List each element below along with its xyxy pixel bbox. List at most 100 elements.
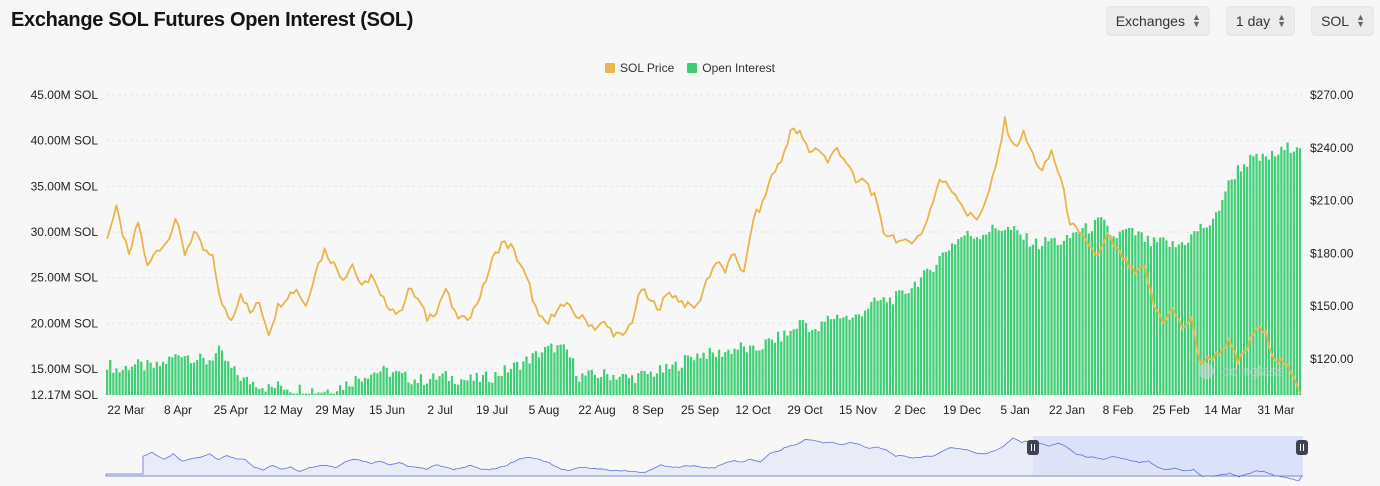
- open-interest-bar: [773, 342, 777, 395]
- open-interest-bar: [1118, 231, 1121, 395]
- left-axis-tick: 12.17M SOL: [31, 388, 99, 402]
- open-interest-bar: [898, 290, 901, 395]
- open-interest-bar: [544, 347, 547, 395]
- open-interest-bar: [165, 364, 168, 395]
- open-interest-bar: [516, 361, 519, 395]
- open-interest-bar: [376, 373, 379, 395]
- legend-item-open-interest[interactable]: Open Interest: [687, 61, 775, 75]
- open-interest-bar: [1109, 235, 1112, 395]
- x-axis-tick: 12 Oct: [735, 403, 771, 417]
- open-interest-bar: [1252, 156, 1255, 395]
- open-interest-bar: [714, 356, 718, 395]
- open-interest-bar: [910, 288, 913, 395]
- left-axis-tick: 35.00M SOL: [31, 179, 99, 193]
- open-interest-bar: [363, 377, 367, 395]
- open-interest-bar: [472, 380, 475, 395]
- x-axis-tick: 29 Oct: [787, 403, 823, 417]
- open-interest-bar: [1112, 236, 1115, 395]
- open-interest-bar: [370, 374, 373, 395]
- open-interest-bar: [509, 368, 513, 395]
- open-interest-bar: [1149, 246, 1153, 395]
- open-interest-bar: [891, 304, 895, 395]
- open-interest-bar: [258, 389, 261, 395]
- open-interest-bar: [730, 354, 733, 395]
- open-interest-bar: [270, 386, 273, 395]
- open-interest-bar: [1087, 233, 1090, 395]
- open-interest-bar: [817, 331, 820, 395]
- open-interest-bar: [916, 286, 920, 395]
- open-interest-bar: [1162, 237, 1165, 395]
- open-interest-bar: [202, 357, 205, 395]
- open-interest-bar: [1246, 166, 1249, 395]
- open-interest-bar: [919, 277, 923, 395]
- open-interest-bar: [1236, 165, 1239, 395]
- open-interest-bar: [1230, 179, 1233, 395]
- open-interest-bar: [1174, 247, 1177, 395]
- open-interest-bar: [907, 293, 910, 395]
- open-interest-bar: [292, 393, 295, 395]
- open-interest-bar: [677, 370, 680, 395]
- legend-item-price[interactable]: SOL Price: [605, 61, 674, 75]
- open-interest-bar: [699, 358, 702, 395]
- open-interest-bar: [950, 243, 954, 395]
- open-interest-bar: [814, 329, 817, 395]
- open-interest-bar: [279, 385, 283, 395]
- open-interest-bar: [870, 301, 873, 395]
- open-interest-bar: [137, 359, 140, 395]
- open-interest-bar: [161, 361, 165, 395]
- legend-swatch-open-interest: [687, 63, 698, 73]
- open-interest-bar: [357, 378, 360, 395]
- open-interest-bar: [733, 348, 736, 395]
- open-interest-bar: [1233, 179, 1236, 395]
- open-interest-bar: [721, 356, 724, 395]
- navigator-handle-right[interactable]: [1296, 440, 1308, 455]
- open-interest-bar: [416, 383, 419, 395]
- open-interest-bar: [553, 352, 556, 395]
- open-interest-bar: [311, 388, 314, 395]
- open-interest-bar: [158, 366, 162, 395]
- open-interest-bar: [140, 361, 143, 395]
- open-interest-bar: [112, 372, 115, 395]
- navigator-handle-left[interactable]: [1027, 440, 1039, 455]
- open-interest-bar: [1208, 225, 1212, 395]
- open-interest-bar: [994, 228, 997, 395]
- left-axis-tick: 25.00M SOL: [31, 271, 99, 285]
- x-axis-tick: 15 Jun: [369, 403, 405, 417]
- x-axis-tick: 31 Mar: [1257, 403, 1294, 417]
- open-interest-bar: [646, 374, 649, 395]
- open-interest-bar: [273, 388, 276, 395]
- exchanges-select[interactable]: Exchanges ▲ ▼: [1105, 6, 1210, 36]
- unit-select[interactable]: SOL ▲ ▼: [1311, 6, 1374, 36]
- interval-select[interactable]: 1 day ▲ ▼: [1225, 6, 1296, 36]
- open-interest-bar: [124, 366, 127, 395]
- open-interest-bar: [985, 234, 988, 395]
- open-interest-bar: [177, 355, 180, 395]
- open-interest-bar: [233, 366, 236, 395]
- x-axis-tick: 8 Feb: [1103, 403, 1134, 417]
- open-interest-bar: [680, 367, 683, 395]
- open-interest-bar: [410, 384, 413, 395]
- open-interest-bar: [441, 373, 444, 395]
- open-interest-bar: [432, 373, 435, 395]
- open-interest-bar: [227, 361, 230, 395]
- open-interest-bar: [596, 378, 600, 395]
- open-interest-bar: [264, 391, 267, 395]
- open-interest-bar: [149, 362, 152, 395]
- open-interest-bar: [152, 367, 155, 395]
- open-interest-bar: [118, 372, 121, 395]
- open-interest-bar: [106, 369, 109, 395]
- open-interest-bar: [857, 314, 861, 395]
- open-interest-bar: [1137, 231, 1140, 395]
- open-interest-bar: [1211, 218, 1215, 395]
- open-interest-bar: [683, 355, 687, 395]
- open-interest-bar: [494, 372, 497, 395]
- open-interest-bar: [975, 237, 979, 395]
- open-interest-bar: [1084, 223, 1087, 395]
- open-interest-bar: [109, 360, 112, 395]
- navigator-area: [105, 437, 1303, 481]
- open-interest-bar: [186, 355, 190, 395]
- open-interest-bar: [1134, 235, 1137, 395]
- open-interest-bar: [422, 384, 426, 395]
- open-interest-bar: [133, 364, 137, 395]
- open-interest-bar: [637, 373, 640, 395]
